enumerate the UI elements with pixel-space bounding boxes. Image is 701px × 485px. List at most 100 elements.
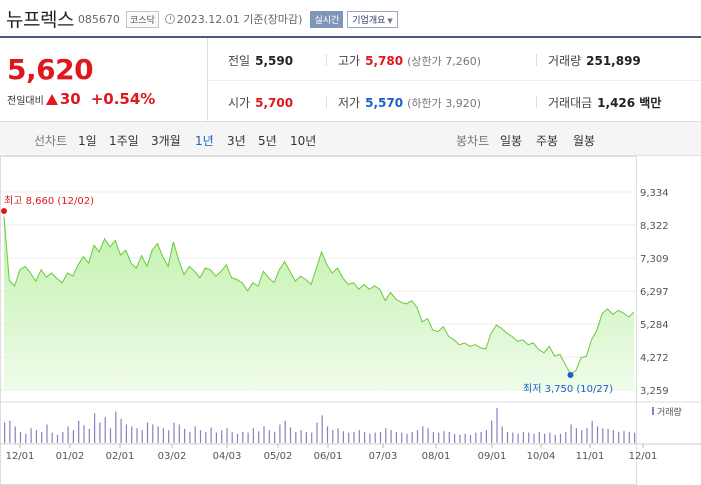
volume-bar <box>236 433 239 444</box>
divider <box>326 96 327 108</box>
low-label: 저가 <box>338 96 361 110</box>
divider <box>536 54 537 66</box>
volume-bar <box>522 431 524 443</box>
quote-date: 2023.12.01 기준(장마감) <box>164 11 303 27</box>
period-1y[interactable]: 1년 <box>195 134 214 148</box>
volume-bar <box>364 431 366 443</box>
volume-bar <box>475 432 477 443</box>
volume-bar <box>570 424 572 443</box>
period-1w[interactable]: 1주일 <box>109 134 139 148</box>
period-3m[interactable]: 3개월 <box>151 134 181 148</box>
volume-bar <box>162 428 164 443</box>
high-value: 5,780 <box>365 53 404 68</box>
volume-legend-swatch <box>652 407 654 415</box>
low-value: 5,570 <box>365 95 404 110</box>
volume-bar <box>618 431 620 443</box>
up-triangle-icon <box>45 93 58 105</box>
volume-bar <box>51 432 53 443</box>
upper-limit: (상한가 7,260) <box>407 54 481 68</box>
volume-bar <box>586 428 588 443</box>
volume-bar <box>496 407 498 443</box>
divider <box>536 96 537 108</box>
price-line <box>3 216 635 375</box>
volume-bar <box>591 420 593 443</box>
price-area <box>4 216 634 390</box>
prev-close-label: 전일 <box>228 54 251 68</box>
open-label: 시가 <box>228 96 251 110</box>
clock-icon <box>164 14 175 24</box>
volume-bar <box>464 433 466 444</box>
volume-bar <box>189 431 191 443</box>
y-tick-label: 9,334 <box>640 188 669 199</box>
y-tick-label: 8,322 <box>640 221 669 232</box>
volume-bar <box>141 430 143 443</box>
candle-daily[interactable]: 일봉 <box>500 134 523 148</box>
volume-bar <box>221 430 223 443</box>
row-divider <box>208 80 701 81</box>
period-3y[interactable]: 3년 <box>227 134 246 148</box>
candle-monthly[interactable]: 월봉 <box>573 134 596 148</box>
volume-bar <box>268 430 270 443</box>
x-tick-label: 09/01 <box>478 451 507 462</box>
period-1d[interactable]: 1일 <box>78 134 97 148</box>
volume-bar <box>369 433 371 444</box>
x-tick-label: 11/01 <box>576 451 605 462</box>
volume-bar <box>284 420 286 443</box>
realtime-button[interactable]: 실시간 <box>310 10 344 28</box>
x-tick-label: 01/02 <box>56 451 85 462</box>
volume-bar <box>438 432 440 443</box>
volume-bar <box>332 430 334 443</box>
volume-bar <box>416 430 419 443</box>
volume-bar <box>517 433 519 444</box>
volume-bar <box>411 431 413 443</box>
period-bar: 선차트 1일 1주일 3개월 1년 3년 5년 10년 봉차트 일봉 주봉 월봉 <box>0 122 701 156</box>
volume-bar <box>210 427 212 443</box>
change-label: 전일대비 <box>7 95 44 107</box>
current-price-box: 5,620 전일대비 30 +0.54% <box>0 38 208 122</box>
price-chart: 9,334 8,322 7,309 6,297 5,284 4,272 3,259 12/0… <box>0 156 701 485</box>
volume-bar <box>538 431 540 443</box>
y-axis: 9,334 8,322 7,309 6,297 5,284 4,272 3,259 <box>640 188 669 397</box>
volume-bar <box>379 431 382 443</box>
period-5y[interactable]: 5년 <box>258 134 277 148</box>
company-overview-dropdown[interactable]: 기업개요 ▼ <box>347 10 398 28</box>
volume-bar <box>575 428 577 443</box>
volume-bar <box>544 433 546 444</box>
volume-bar <box>136 428 138 443</box>
volume-bar <box>168 430 170 443</box>
volume-bar <box>152 424 154 443</box>
stock-code: 085670 <box>77 13 120 26</box>
volume-bar <box>565 431 567 443</box>
volume-bar <box>94 413 96 443</box>
volume-bar <box>311 432 313 443</box>
volume-bar <box>173 422 175 443</box>
x-axis: 12/01 01/02 02/01 03/02 04/03 05/02 06/01 07/03… <box>6 444 657 462</box>
volume-bar <box>628 431 630 443</box>
volume-bar <box>104 417 106 443</box>
y-tick-label: 3,259 <box>640 386 669 397</box>
volume-bar <box>215 432 217 443</box>
volume-bar <box>321 415 323 444</box>
volume-bar <box>316 422 318 443</box>
volume-bar <box>67 426 69 444</box>
volume-bar <box>289 427 292 443</box>
volume-bar <box>390 430 392 443</box>
candle-weekly[interactable]: 주봉 <box>536 134 559 148</box>
period-10y[interactable]: 10년 <box>290 134 317 148</box>
volume-bar <box>99 422 101 443</box>
max-marker <box>1 208 7 214</box>
high-label: 고가 <box>338 54 361 68</box>
volume-bar <box>305 431 307 443</box>
change-amount: 30 <box>59 90 81 108</box>
volume-bar <box>342 431 344 443</box>
stock-header: 뉴프렉스 085670 코스닥 2023.12.01 기준(장마감) 실시간 기… <box>0 0 701 36</box>
market-badge: 코스닥 <box>125 10 159 28</box>
volume-bar <box>485 430 487 443</box>
stock-name: 뉴프렉스 <box>6 8 74 31</box>
volume-bar <box>46 424 48 443</box>
quote-basis: 기준(장마감) <box>243 13 303 26</box>
y-tick-label: 6,297 <box>640 287 669 298</box>
current-price: 5,620 <box>7 53 94 86</box>
volume-bar <box>157 426 159 444</box>
chevron-down-icon: ▼ <box>387 16 393 25</box>
